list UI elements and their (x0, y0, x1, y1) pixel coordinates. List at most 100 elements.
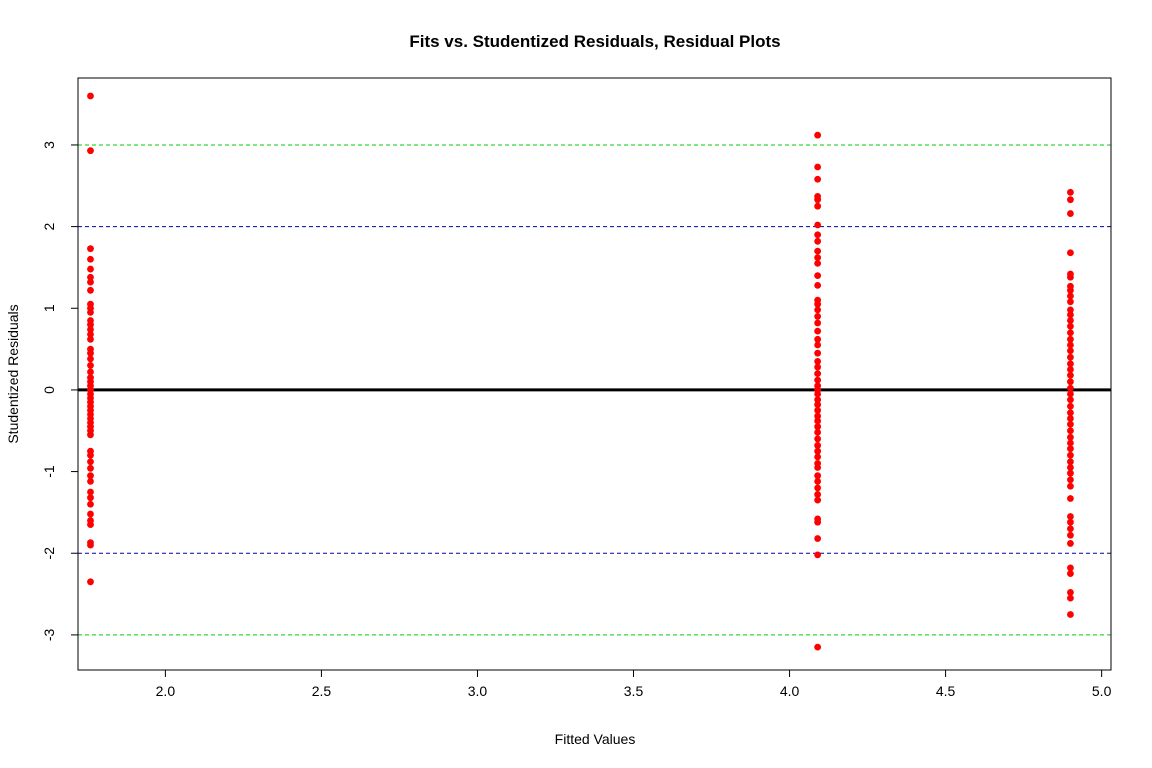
data-point (1067, 384, 1074, 392)
data-point (814, 472, 822, 480)
data-point (814, 376, 822, 384)
data-point (1067, 451, 1074, 459)
data-point (87, 464, 94, 472)
data-point (1067, 360, 1074, 368)
data-point (1067, 458, 1074, 466)
x-axis-label: Fitted Values (555, 731, 636, 747)
x-tick-label: 5.0 (1092, 683, 1112, 699)
data-point (1067, 525, 1074, 533)
y-tick-label: -1 (41, 465, 57, 478)
data-point (814, 319, 822, 327)
data-point (87, 330, 94, 338)
data-point (814, 401, 822, 409)
data-point (814, 363, 822, 371)
data-point (814, 423, 822, 431)
data-point (814, 300, 822, 308)
data-point (814, 221, 822, 229)
data-point (87, 273, 94, 281)
data-point (87, 265, 94, 273)
data-point (1067, 335, 1074, 343)
data-point (814, 428, 822, 436)
data-point (814, 518, 822, 526)
data-point (87, 451, 94, 459)
data-point (814, 464, 822, 471)
data-point (814, 484, 822, 492)
data-point (814, 535, 822, 542)
data-point (814, 163, 822, 171)
data-point (1067, 249, 1074, 257)
x-axis: 2.0 2.5 3.0 3.5 4.0 4.5 5.0 (156, 669, 1112, 699)
data-point (1067, 396, 1074, 404)
data-point (814, 237, 822, 245)
data-point (1067, 589, 1074, 596)
plot-frame (77, 77, 1112, 671)
data-point (1067, 402, 1074, 410)
data-point (1067, 420, 1074, 428)
data-point (87, 321, 94, 328)
data-point (87, 431, 94, 439)
data-point (814, 442, 822, 449)
x-tick-label: 2.0 (156, 683, 176, 699)
data-point (87, 494, 94, 502)
data-point (814, 406, 822, 414)
data-point (814, 435, 822, 443)
data-point (1067, 371, 1074, 379)
data-point (87, 578, 94, 586)
data-point (1067, 409, 1074, 417)
data-point (87, 278, 94, 286)
data-point (1067, 531, 1074, 539)
data-point (814, 643, 822, 651)
data-point (87, 245, 94, 253)
x-tick-label: 4.0 (780, 683, 800, 699)
data-point (1067, 353, 1074, 361)
data-point (814, 247, 822, 255)
data-point (814, 417, 822, 425)
data-point (87, 488, 94, 496)
data-point (814, 313, 822, 320)
data-point (1067, 298, 1074, 306)
data-point (814, 272, 822, 280)
data-point (1067, 347, 1074, 355)
data-point (814, 357, 822, 365)
data-point (1067, 390, 1074, 398)
chart-title: Fits vs. Studentized Residuals, Residual… (409, 32, 780, 51)
data-point (1067, 317, 1074, 324)
data-point (1067, 329, 1074, 337)
data-point (1067, 366, 1074, 373)
data-point (87, 349, 94, 357)
data-point (1067, 513, 1074, 520)
y-tick-label: -3 (41, 628, 57, 641)
data-point (814, 335, 822, 343)
y-axis: -3 -2 -1 0 1 2 3 (41, 141, 79, 641)
data-point (1067, 210, 1074, 217)
data-point (1067, 518, 1074, 526)
data-point (1067, 427, 1074, 435)
y-axis-label: Studentized Residuals (5, 304, 21, 443)
data-point (814, 259, 822, 267)
data-point (814, 412, 822, 420)
data-point (814, 491, 822, 498)
data-point (814, 196, 822, 204)
data-point (814, 306, 822, 314)
data-point (1067, 292, 1074, 300)
data-point (87, 286, 94, 294)
data-point (814, 496, 822, 504)
data-point (1067, 439, 1074, 447)
data-point (1067, 482, 1074, 490)
y-tick-label: 3 (41, 141, 57, 149)
x-tick-label: 4.5 (936, 683, 956, 699)
data-point (1067, 594, 1074, 602)
data-point (1067, 311, 1074, 319)
data-point (1067, 564, 1074, 572)
data-point (1067, 188, 1074, 196)
data-point (814, 396, 822, 404)
data-point (814, 447, 822, 455)
y-tick-label: 2 (41, 223, 57, 231)
data-point (1067, 495, 1074, 502)
data-point (814, 282, 822, 289)
data-point (87, 255, 94, 263)
y-tick-label: 1 (41, 304, 57, 312)
x-tick-label: 3.0 (468, 683, 488, 699)
data-point (87, 147, 94, 155)
